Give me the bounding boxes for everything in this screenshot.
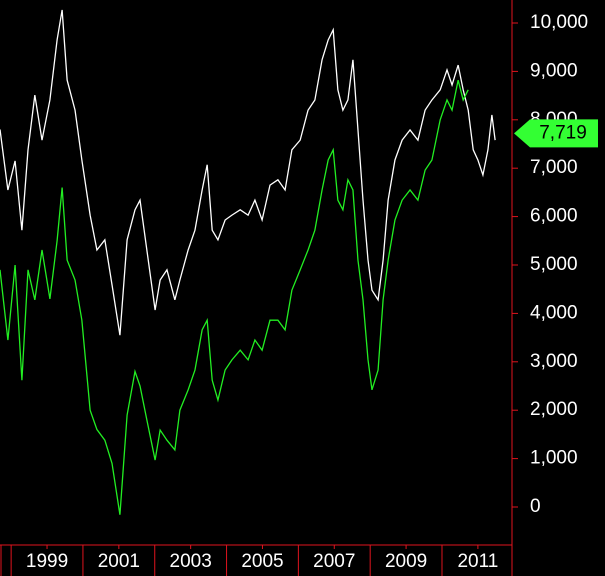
last-value-label: 7,719 bbox=[539, 122, 587, 143]
x-tick-label: 2001 bbox=[98, 551, 140, 572]
y-tick-label: 3,000 bbox=[530, 351, 578, 372]
last-value-tag bbox=[514, 119, 598, 148]
y-tick-label: 7,000 bbox=[530, 157, 578, 178]
y-tick-label: 6,000 bbox=[530, 206, 578, 227]
x-tick-label: 2005 bbox=[241, 551, 283, 572]
x-tick-label: 1999 bbox=[26, 551, 68, 572]
y-tick-label: 9,000 bbox=[530, 60, 578, 81]
y-tick-label: 4,000 bbox=[530, 302, 578, 323]
x-tick-label: 2007 bbox=[313, 551, 355, 572]
y-tick-label: 10,000 bbox=[530, 12, 588, 33]
y-tick-label: 1,000 bbox=[530, 448, 578, 469]
y-tick-label: 5,000 bbox=[530, 254, 578, 275]
x-tick-label: 2011 bbox=[457, 551, 498, 572]
y-tick-label: 0 bbox=[530, 496, 541, 517]
series-line bbox=[0, 9, 496, 336]
x-tick-label: 2003 bbox=[170, 551, 212, 572]
x-tick-label: 2009 bbox=[385, 551, 427, 572]
y-tick-label: 2,000 bbox=[530, 399, 578, 420]
series-line bbox=[0, 79, 469, 515]
